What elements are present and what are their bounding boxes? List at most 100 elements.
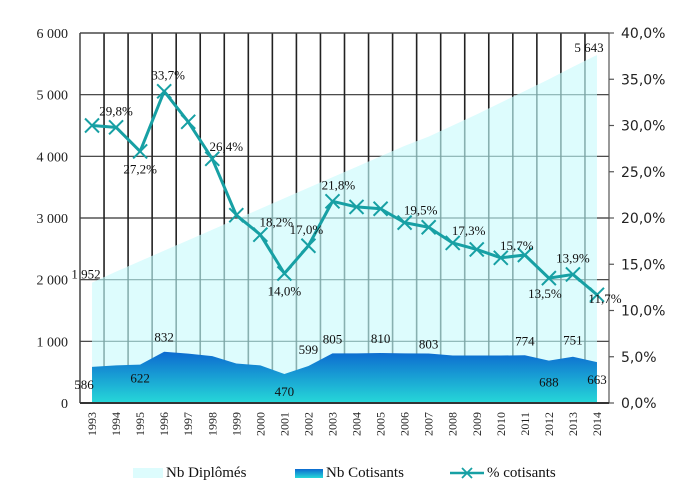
data-label-percent: 26,4% <box>209 139 243 154</box>
x-tick-label: 2011 <box>518 412 532 436</box>
marker-x <box>84 117 100 134</box>
data-label-cotisants: 688 <box>539 375 559 390</box>
data-label-cotisants: 751 <box>563 333 583 348</box>
legend-item-percent: % cotisants <box>450 461 556 485</box>
data-label-percent: 15,7% <box>500 238 534 253</box>
x-tick-label: 1994 <box>109 412 123 436</box>
y-right-tick-label: 35,0% <box>621 72 665 88</box>
data-label-cotisants: 470 <box>275 384 295 399</box>
x-tick-label: 2012 <box>542 412 556 436</box>
y-left-tick-label: 0 <box>61 397 68 412</box>
x-tick-label: 1995 <box>133 412 147 436</box>
data-label-cotisants: 663 <box>587 372 607 387</box>
data-label-percent: 14,0% <box>268 284 302 299</box>
marker-x <box>228 207 245 223</box>
data-label-cotisants: 586 <box>74 377 94 392</box>
marker-x <box>493 250 509 266</box>
x-tick-label: 2000 <box>253 412 267 436</box>
marker-x <box>324 193 341 210</box>
marker-x <box>108 119 124 136</box>
x-tick-label: 2001 <box>277 412 291 436</box>
x-tick-label: 2008 <box>446 412 460 436</box>
y-left-tick-label: 1 000 <box>37 335 69 350</box>
x-tick-label: 2014 <box>590 412 604 436</box>
legend-item-diplomes: Nb Diplômés <box>133 461 246 485</box>
y-left-tick-label: 6 000 <box>37 27 69 42</box>
y-right-tick-label: 0,0% <box>621 396 657 412</box>
marker-x <box>444 235 461 251</box>
x-tick-label: 1999 <box>229 412 243 436</box>
marker-x <box>396 214 413 231</box>
data-label-percent: 19,5% <box>404 203 438 218</box>
percent-line <box>84 83 605 303</box>
x-tick-label: 2005 <box>374 412 388 436</box>
y-left-tick-label: 2 000 <box>37 274 69 289</box>
x-tick-label: 2009 <box>470 412 484 436</box>
x-tick-label: 2007 <box>422 412 436 436</box>
data-label-percent: 13,5% <box>528 286 562 301</box>
data-label-cotisants: 832 <box>154 330 174 345</box>
marker-x <box>541 270 557 286</box>
y-left-tick-label: 3 000 <box>37 212 69 227</box>
y-left-tick-label: 5 000 <box>37 89 69 104</box>
legend-item-cotisants: Nb Cotisants <box>295 461 404 485</box>
marker-x <box>252 226 269 243</box>
data-label-percent: 18,2% <box>260 215 294 230</box>
axes: 0 1 000 2 000 3 000 4 000 5 000 6 000 0,0% 5,0% 1… <box>37 26 666 436</box>
x-tick-label: 2006 <box>398 412 412 436</box>
data-label-percent: 27,2% <box>123 161 157 176</box>
legend-label-cotisants: Nb Cotisants <box>326 464 404 481</box>
marker-x <box>300 238 317 254</box>
x-tick-label: 1993 <box>85 412 99 436</box>
legend-label-percent: % cotisants <box>487 464 556 481</box>
marker-x <box>276 265 293 282</box>
y-right-tick-label: 10,0% <box>621 304 665 320</box>
data-label-diplomes: 1 952 <box>71 267 100 282</box>
area-nb-cotisants <box>92 351 597 403</box>
y-right-tick-label: 20,0% <box>621 211 665 227</box>
y-right-tick-label: 15,0% <box>621 257 665 273</box>
data-label-cotisants: 599 <box>299 342 319 357</box>
data-label-diplomes: 5 643 <box>574 40 603 55</box>
line-percent-cotisants <box>91 89 598 296</box>
data-labels: 29,8% 27,2% 33,7% 26,4% 18,2% 14,0% 17,0% 21,8%… <box>71 40 621 399</box>
y-right-tick-label: 30,0% <box>621 119 665 135</box>
y-right-tick-label: 40,0% <box>621 26 665 42</box>
marker-x <box>204 151 220 167</box>
x-tick-label: 2010 <box>494 412 508 436</box>
data-label-cotisants: 810 <box>371 331 391 346</box>
marker-x <box>348 199 365 215</box>
x-tick-label: 1996 <box>157 412 171 436</box>
legend-swatch-diplomes <box>133 468 163 478</box>
data-label-cotisants: 803 <box>419 336 439 351</box>
y-right-tick-label: 25,0% <box>621 165 665 181</box>
y-left-tick-label: 4 000 <box>37 150 69 165</box>
data-label-cotisants: 805 <box>323 331 343 346</box>
data-label-percent: 17,0% <box>290 222 324 237</box>
data-label-percent: 21,8% <box>322 177 356 192</box>
legend-label-diplomes: Nb Diplômés <box>166 464 247 481</box>
marker-x <box>132 143 148 160</box>
data-label-percent: 11,7% <box>588 291 621 306</box>
legend-line-x-icon <box>450 467 484 479</box>
x-tick-label: 2004 <box>350 412 364 436</box>
marker-x <box>589 287 605 303</box>
data-label-cotisants: 774 <box>515 333 535 348</box>
data-label-percent: 13,9% <box>556 250 590 265</box>
x-tick-label: 2013 <box>566 412 580 436</box>
marker-x <box>420 219 437 235</box>
x-tick-label: 2003 <box>325 412 339 436</box>
marker-x <box>156 83 172 99</box>
marker-x <box>517 247 533 263</box>
data-label-percent: 33,7% <box>151 67 185 82</box>
x-tick-label: 1998 <box>205 412 219 436</box>
x-tick-label: 2002 <box>301 412 315 436</box>
y-right-tick-label: 5,0% <box>621 350 657 366</box>
legend-swatch-cotisants <box>295 468 323 478</box>
data-label-cotisants: 622 <box>130 371 150 386</box>
marker-x <box>180 114 196 130</box>
marker-x <box>565 266 581 283</box>
data-label-percent: 17,3% <box>452 223 486 238</box>
legend: Nb Diplômés Nb Cotisants % cotisants <box>0 461 694 485</box>
